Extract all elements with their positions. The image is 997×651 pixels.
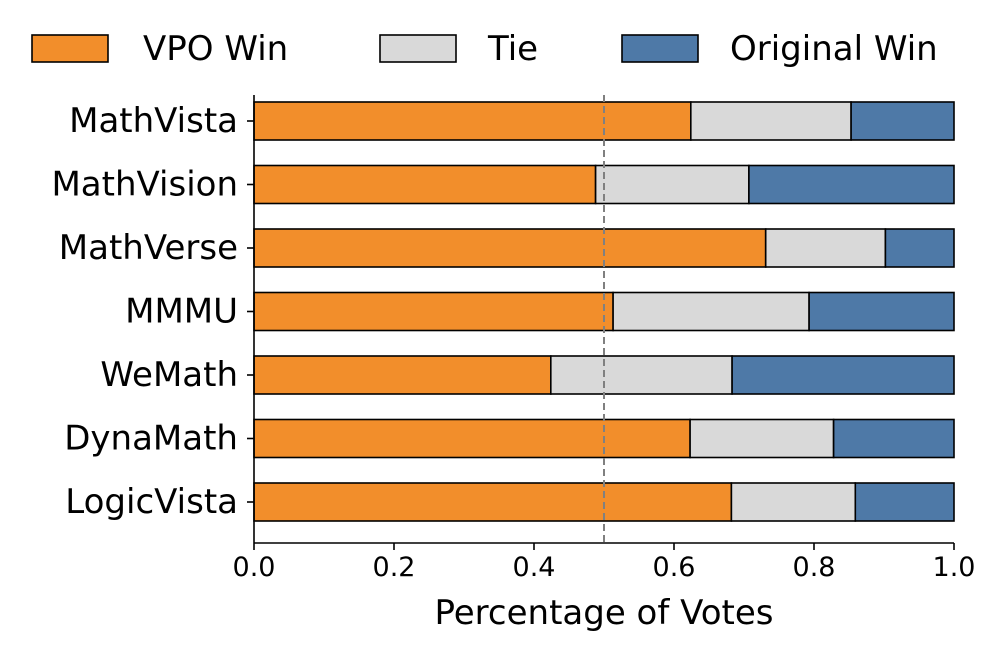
legend-swatch-tie	[379, 34, 457, 63]
x-tick-label: 0.4	[513, 552, 556, 583]
bar-dynamath-original-win	[832, 418, 955, 459]
y-tick-label-mmmu: MMMU	[125, 292, 238, 332]
bar-dynamath-tie	[689, 418, 835, 459]
bar-mathverse-original-win	[884, 228, 955, 268]
y-tick-label-wemath: WeMath	[100, 355, 238, 395]
x-tick-label: 0.0	[233, 552, 276, 583]
bar-mmmu-vpo-win	[253, 291, 614, 332]
y-tick-label-mathvista: MathVista	[69, 101, 238, 141]
x-tick-label: 0.8	[793, 552, 836, 583]
x-tick-label: 1.0	[933, 552, 976, 583]
legend-label-tie: Tie	[487, 29, 538, 69]
bar-mathvista-vpo-win	[253, 101, 692, 141]
y-tick-label-mathverse: MathVerse	[59, 228, 238, 268]
bar-wemath-vpo-win	[253, 355, 552, 395]
bar-mathvista-original-win	[850, 101, 955, 141]
legend-label-vpo-win: VPO Win	[143, 29, 288, 69]
legend-swatch-vpo-win	[31, 34, 109, 63]
bar-dynamath-vpo-win	[253, 418, 691, 459]
bar-mmmu-original-win	[808, 291, 955, 332]
bar-wemath-original-win	[731, 355, 955, 395]
bar-wemath-tie	[549, 355, 733, 395]
bar-mathvista-tie	[689, 101, 852, 141]
x-tick-label: 0.2	[373, 552, 416, 583]
bar-logicvista-tie	[730, 482, 857, 522]
bar-mmmu-tie	[612, 291, 810, 332]
bar-logicvista-vpo-win	[253, 482, 733, 522]
legend-swatch-original-win	[621, 34, 699, 63]
axes-layer	[253, 95, 954, 544]
legend: VPO Win Tie Original Win	[31, 29, 938, 69]
bar-mathvision-tie	[594, 164, 750, 205]
bar-mathverse-tie	[764, 228, 887, 268]
bar-mathverse-vpo-win	[253, 228, 767, 268]
x-ticks: 0.0 0.2 0.4 0.6 0.8 1.0	[233, 543, 976, 583]
bar-mathvision-vpo-win	[253, 164, 597, 205]
y-tick-label-dynamath: DynaMath	[64, 419, 238, 459]
bar-logicvista-original-win	[854, 482, 955, 522]
y-tick-label-mathvision: MathVision	[51, 165, 238, 205]
x-axis-label: Percentage of Votes	[434, 593, 773, 633]
y-tick-label-logicvista: LogicVista	[65, 482, 238, 522]
bars-layer	[253, 101, 955, 522]
legend-label-original-win: Original Win	[730, 29, 938, 69]
x-tick-label: 0.6	[653, 552, 696, 583]
bar-mathvision-original-win	[748, 164, 955, 205]
y-ticks: MathVista MathVision MathVerse MMMU WeMath Dy…	[51, 101, 254, 522]
